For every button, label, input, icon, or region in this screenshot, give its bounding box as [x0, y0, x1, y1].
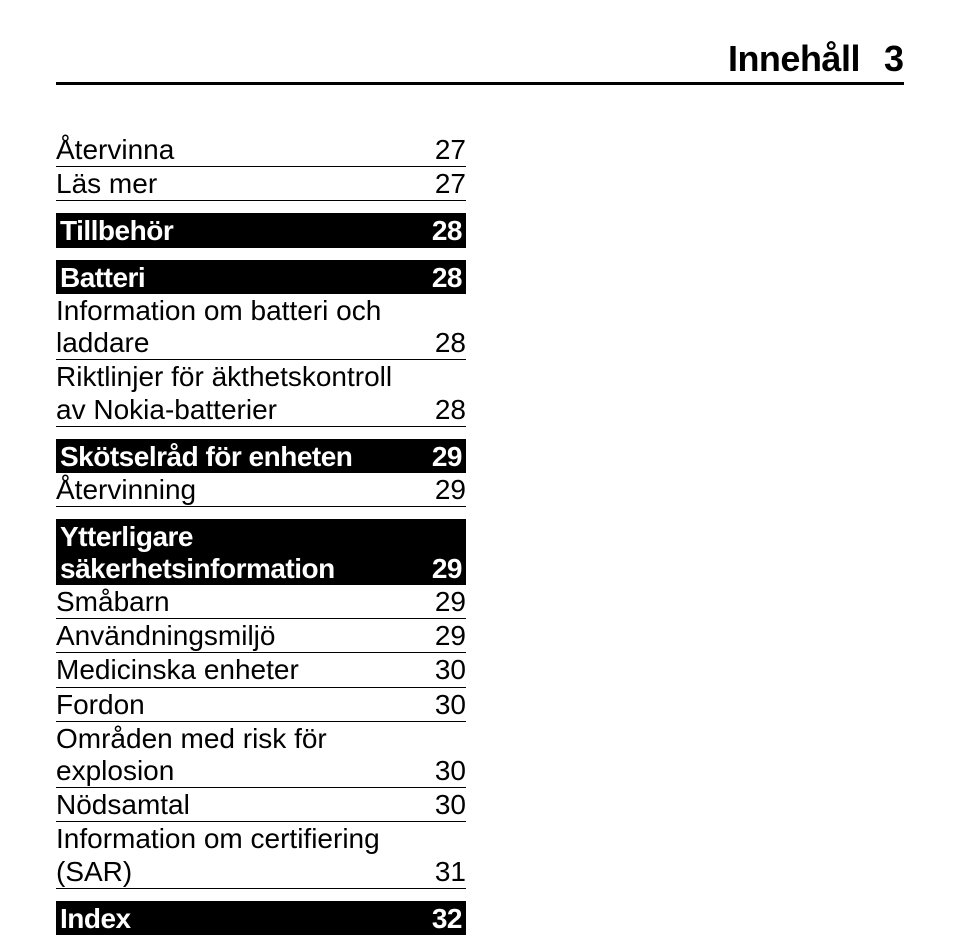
toc-row: Information om batteri och laddare 28 [56, 294, 466, 360]
toc-row: Områden med risk för explosion 30 [56, 722, 466, 788]
toc-page: 28 [426, 394, 466, 426]
toc-group: Tillbehör 28 [56, 213, 466, 247]
toc-label: Återvinning [56, 474, 426, 506]
toc-label: Riktlinjer för äkthetskontroll av Nokia-… [56, 361, 426, 425]
toc-section-head: Batteri 28 [56, 260, 466, 294]
toc-row: Riktlinjer för äkthetskontroll av Nokia-… [56, 360, 466, 426]
toc-section-head: Tillbehör 28 [56, 213, 466, 247]
toc-section-label: Ytterligare säkerhetsinformation [60, 521, 422, 584]
toc-page: 29 [426, 586, 466, 618]
toc-group: Återvinna 27 Läs mer 27 [56, 133, 466, 201]
toc-row: Nödsamtal 30 [56, 788, 466, 822]
toc-group: Skötselråd för enheten 29 Återvinning 29 [56, 439, 466, 508]
toc-label: Småbarn [56, 586, 426, 618]
toc-section-head: Ytterligare säkerhetsinformation 29 [56, 519, 466, 585]
toc-label: Användningsmiljö [56, 620, 426, 652]
page-header: Innehåll 3 [56, 38, 904, 85]
toc-label: Läs mer [56, 168, 426, 200]
toc-row: Läs mer 27 [56, 167, 466, 201]
toc-page: 30 [426, 789, 466, 821]
toc-page: 30 [426, 689, 466, 721]
toc-section-page: 28 [422, 262, 462, 293]
toc-group: Ytterligare säkerhetsinformation 29 Småb… [56, 519, 466, 888]
toc-column: Återvinna 27 Läs mer 27 Tillbehör 28 Bat… [56, 133, 466, 935]
toc-page: 30 [426, 654, 466, 686]
toc-section-page: 32 [422, 903, 462, 934]
toc-section-page: 29 [422, 441, 462, 472]
toc-section-page: 28 [422, 215, 462, 246]
toc-row: Användningsmiljö 29 [56, 619, 466, 653]
toc-section-label: Index [60, 903, 422, 934]
toc-section-head: Index 32 [56, 901, 466, 935]
toc-row: Information om certifiering (SAR) 31 [56, 822, 466, 888]
toc-page: 28 [426, 327, 466, 359]
toc-row: Småbarn 29 [56, 585, 466, 619]
toc-row: Återvinning 29 [56, 473, 466, 507]
header-page-number: 3 [884, 38, 904, 80]
toc-page: 31 [426, 856, 466, 888]
toc-page: 27 [426, 168, 466, 200]
toc-row: Fordon 30 [56, 688, 466, 722]
toc-page: 30 [426, 755, 466, 787]
toc-section-label: Tillbehör [60, 215, 422, 246]
toc-page: 29 [426, 620, 466, 652]
toc-label: Medicinska enheter [56, 654, 426, 686]
toc-label: Fordon [56, 689, 426, 721]
toc-label: Områden med risk för explosion [56, 723, 426, 787]
toc-group: Batteri 28 Information om batteri och la… [56, 260, 466, 427]
toc-label: Återvinna [56, 134, 426, 166]
toc-section-label: Batteri [60, 262, 422, 293]
toc-section-label: Skötselråd för enheten [60, 441, 422, 472]
toc-page: 27 [426, 134, 466, 166]
toc-section-page: 29 [422, 553, 462, 584]
toc-label: Nödsamtal [56, 789, 426, 821]
toc-group: Index 32 [56, 901, 466, 935]
toc-row: Medicinska enheter 30 [56, 653, 466, 687]
toc-row: Återvinna 27 [56, 133, 466, 167]
toc-page: 29 [426, 474, 466, 506]
toc-label: Information om certifiering (SAR) [56, 823, 426, 887]
toc-section-head: Skötselråd för enheten 29 [56, 439, 466, 473]
toc-label: Information om batteri och laddare [56, 295, 426, 359]
header-title: Innehåll [728, 38, 860, 80]
